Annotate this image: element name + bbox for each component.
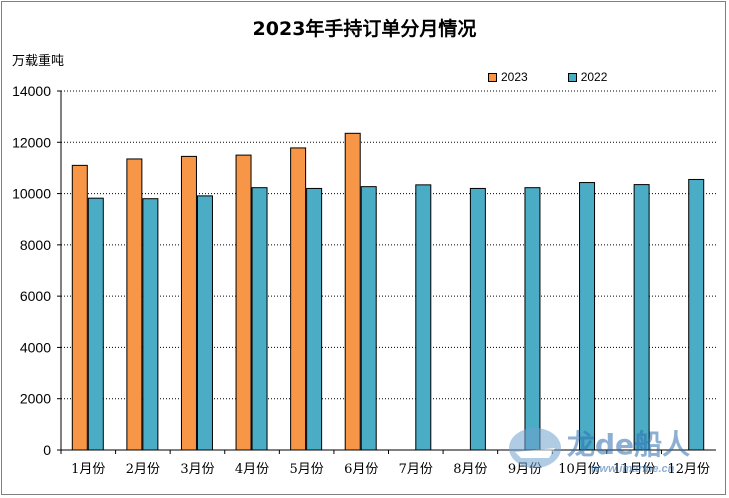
- y-tick-label: 12000: [12, 134, 51, 150]
- bar-2023: [344, 132, 361, 451]
- bar-2023: [126, 158, 143, 451]
- bar-2022: [196, 195, 213, 451]
- x-tick-label: 1月份: [71, 462, 105, 477]
- y-tick-label: 14000: [12, 83, 51, 99]
- bar-2022: [524, 187, 541, 451]
- bar-2022: [469, 187, 486, 451]
- chart-title: 2023年手持订单分月情况: [252, 18, 477, 40]
- y-tick-label: 0: [43, 442, 51, 458]
- bar-2022: [306, 187, 323, 451]
- bar-2022: [579, 182, 596, 451]
- x-tick-label: 5月份: [289, 462, 323, 477]
- x-tick-label: 7月份: [399, 462, 433, 477]
- legend: 2023 2022: [488, 70, 607, 84]
- x-tick-label: 6月份: [344, 462, 378, 477]
- bar-2023: [180, 155, 197, 451]
- x-tick-label: 12月份: [667, 462, 710, 477]
- bar-2022: [360, 186, 377, 451]
- y-tick-label: 10000: [12, 186, 51, 202]
- legend-swatch-2022: [567, 72, 577, 82]
- y-tick-label: 6000: [20, 288, 51, 304]
- bar-2023: [235, 154, 252, 451]
- x-tick-label: 2月份: [126, 462, 160, 477]
- plot-area: [61, 91, 716, 450]
- watermark-brand: 龙de船人: [567, 428, 690, 461]
- bar-2022: [688, 178, 705, 451]
- x-tick-label: 4月份: [235, 462, 269, 477]
- y-tick-label: 8000: [20, 237, 51, 253]
- x-tick-label: 8月份: [453, 462, 487, 477]
- legend-label-2022: 2022: [580, 70, 608, 84]
- bar-2022: [142, 198, 159, 451]
- y-tick-label: 4000: [20, 339, 51, 355]
- ship-hull-icon: [515, 448, 555, 458]
- watermark-url: www.imarine.cn: [591, 463, 675, 475]
- x-tick-label: 11月份: [613, 462, 656, 477]
- legend-item-2023: 2023: [488, 70, 528, 84]
- bar-2022: [251, 187, 268, 451]
- legend-item-2022: 2022: [567, 70, 608, 84]
- bar-2022: [415, 184, 432, 451]
- y-tick-label: 2000: [20, 391, 51, 407]
- x-tick-label: 3月份: [180, 462, 214, 477]
- legend-label-2023: 2023: [501, 70, 528, 84]
- bar-2023: [71, 164, 88, 451]
- x-tick-label: 10月份: [558, 462, 601, 477]
- y-axis-label: 万载重吨: [12, 54, 65, 69]
- ship-logo-icon: [509, 428, 561, 468]
- legend-swatch-2023: [488, 72, 497, 82]
- bar-2022: [87, 197, 104, 451]
- bar-2022: [633, 184, 650, 451]
- bar-2023: [290, 147, 307, 451]
- watermark-logo: 龙de船人 www.imarine.cn: [509, 428, 690, 475]
